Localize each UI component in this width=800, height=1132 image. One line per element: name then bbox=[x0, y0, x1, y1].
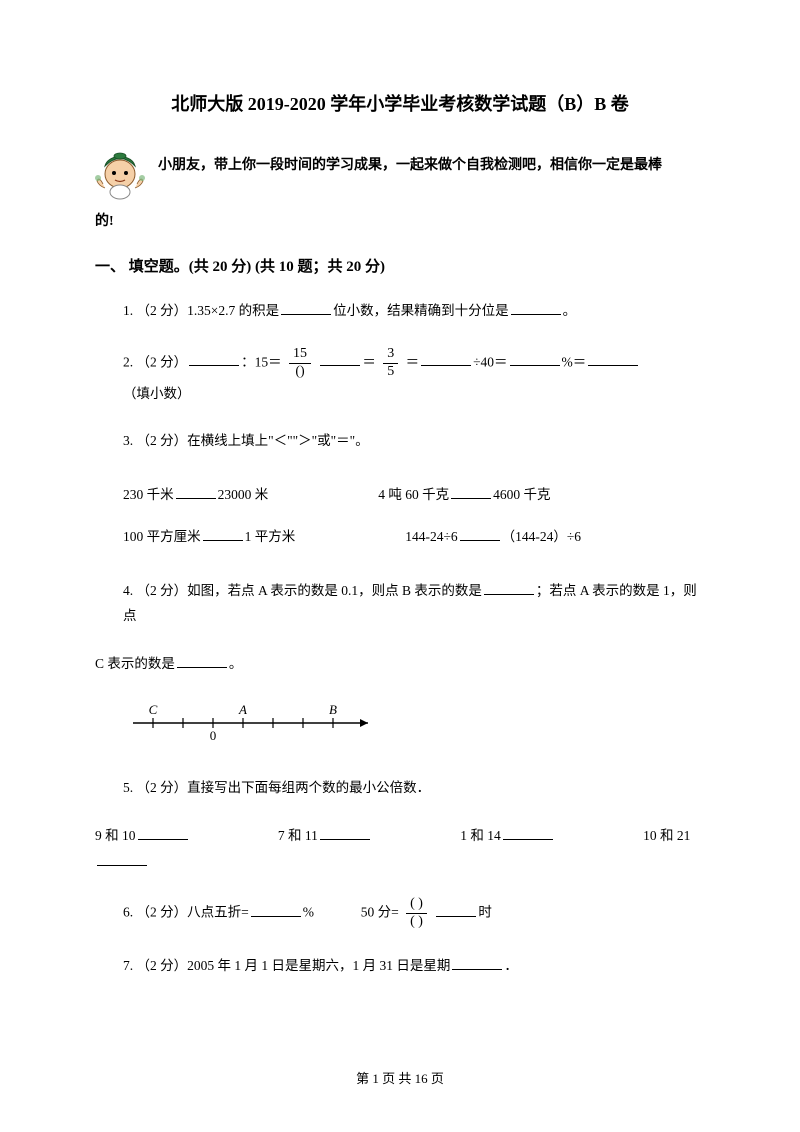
svg-text:B: B bbox=[329, 702, 337, 717]
q3-pair4: 144-24÷6（144-24）÷6 bbox=[405, 518, 581, 556]
question-5: 5. （2 分）直接写出下面每组两个数的最小公倍数． bbox=[95, 775, 705, 801]
q5-subquestions: 9 和 10 7 和 11 1 和 14 10 和 21 bbox=[95, 823, 705, 874]
question-7: 7. （2 分）2005 年 1 月 1 日是星期六，1 月 31 日是星期 ． bbox=[95, 953, 705, 979]
q2-p3: ＝ bbox=[406, 354, 420, 369]
q4-blank1[interactable] bbox=[484, 581, 534, 595]
q3-blank3[interactable] bbox=[203, 527, 243, 541]
question-4-line2: C 表示的数是 。 bbox=[95, 651, 705, 677]
q5-blank3[interactable] bbox=[503, 826, 553, 840]
q2-fraction2: 3 5 bbox=[383, 346, 398, 381]
q7-suffix: ． bbox=[504, 958, 518, 973]
q2-suffix: （填小数） bbox=[123, 386, 191, 401]
q2-prefix: 2. （2 分） bbox=[123, 354, 187, 369]
q2-p2: ＝ bbox=[362, 354, 376, 369]
q6-frac-num: ( ) bbox=[406, 896, 427, 914]
q6-frac-den: ( ) bbox=[406, 914, 427, 931]
q5-b: 7 和 11 bbox=[278, 828, 318, 843]
q5-c: 1 和 14 bbox=[460, 828, 501, 843]
q4-suffix: 。 bbox=[229, 656, 243, 671]
question-2: 2. （2 分） ：15＝ 15 () ＝ 3 5 ＝ ÷40＝ %＝ （填小数） bbox=[95, 346, 705, 406]
question-6: 6. （2 分）八点五折=% 50 分= ( ) ( ) 时 bbox=[95, 896, 705, 931]
page-footer: 第 1 页 共 16 页 bbox=[0, 1068, 800, 1087]
svg-text:C: C bbox=[149, 702, 158, 717]
q2-frac1-den: () bbox=[289, 364, 311, 381]
q2-p5: %＝ bbox=[562, 354, 587, 369]
q2-blank3[interactable] bbox=[421, 352, 471, 366]
q7-blank1[interactable] bbox=[452, 956, 502, 970]
q2-blank4[interactable] bbox=[510, 352, 560, 366]
q2-frac2-num: 3 bbox=[383, 346, 398, 364]
q2-blank2[interactable] bbox=[320, 352, 360, 366]
q3-blank1[interactable] bbox=[176, 485, 216, 499]
q2-p4: ÷40＝ bbox=[473, 354, 507, 369]
q2-p1: ：15＝ bbox=[241, 354, 282, 369]
q2-fraction1: 15 () bbox=[289, 346, 311, 381]
intro-section: 小朋友，带上你一段时间的学习成果，一起来做个自我检测吧，相信你一定是最棒 bbox=[95, 151, 705, 180]
question-1: 1. （2 分）1.35×2.7 的积是 位小数，结果精确到十分位是 。 bbox=[95, 298, 705, 324]
q3-pair3: 100 平方厘米1 平方米 bbox=[123, 518, 295, 556]
q6-fraction: ( ) ( ) bbox=[406, 896, 427, 931]
q1-mid: 位小数，结果精确到十分位是 bbox=[333, 303, 509, 318]
q4-prefix: 4. （2 分）如图，若点 A 表示的数是 0.1，则点 B 表示的数是 bbox=[123, 583, 482, 598]
q3-row1: 230 千米23000 米 4 吨 60 千克4600 千克 bbox=[123, 476, 705, 514]
svg-text:0: 0 bbox=[210, 728, 217, 743]
q5-d: 10 和 21 bbox=[643, 828, 690, 843]
q5-a: 9 和 10 bbox=[95, 828, 136, 843]
q2-frac2-den: 5 bbox=[383, 364, 398, 381]
q2-blank5[interactable] bbox=[588, 352, 638, 366]
q7-prefix: 7. （2 分）2005 年 1 月 1 日是星期六，1 月 31 日是星期 bbox=[123, 958, 450, 973]
q2-blank1[interactable] bbox=[189, 352, 239, 366]
q1-blank1[interactable] bbox=[281, 301, 331, 315]
q6-p2: 50 分= bbox=[361, 905, 399, 920]
q3-blank2[interactable] bbox=[451, 485, 491, 499]
q5-blank4[interactable] bbox=[97, 852, 147, 866]
q6-blank2[interactable] bbox=[436, 903, 476, 917]
q3-pair2: 4 吨 60 千克4600 千克 bbox=[378, 476, 550, 514]
q4-blank2[interactable] bbox=[177, 654, 227, 668]
q5-blank2[interactable] bbox=[320, 826, 370, 840]
q6-blank1[interactable] bbox=[251, 903, 301, 917]
q3-blank4[interactable] bbox=[460, 527, 500, 541]
q3-row2: 100 平方厘米1 平方米 144-24÷6（144-24）÷6 bbox=[123, 518, 705, 556]
question-3: 3. （2 分）在横线上填上"＜""＞"或"＝"。 bbox=[95, 428, 705, 454]
intro-text-line2: 的! bbox=[95, 210, 705, 230]
q6-p1: % bbox=[303, 905, 314, 920]
q1-prefix: 1. （2 分）1.35×2.7 的积是 bbox=[123, 303, 279, 318]
intro-text-line1: 小朋友，带上你一段时间的学习成果，一起来做个自我检测吧，相信你一定是最棒 bbox=[95, 151, 705, 180]
q2-frac1-num: 15 bbox=[289, 346, 311, 364]
q5-blank1[interactable] bbox=[138, 826, 188, 840]
question-4: 4. （2 分）如图，若点 A 表示的数是 0.1，则点 B 表示的数是；若点 … bbox=[95, 578, 705, 629]
q4-line2: C 表示的数是 bbox=[95, 656, 175, 671]
svg-text:A: A bbox=[238, 702, 247, 717]
mascot-icon bbox=[95, 146, 145, 201]
q1-suffix: 。 bbox=[563, 303, 577, 318]
q1-blank2[interactable] bbox=[511, 301, 561, 315]
q6-suffix: 时 bbox=[478, 905, 492, 920]
page-title: 北师大版 2019-2020 学年小学毕业考核数学试题（B）B 卷 bbox=[95, 90, 705, 116]
q3-subquestions: 230 千米23000 米 4 吨 60 千克4600 千克 100 平方厘米1… bbox=[95, 476, 705, 556]
number-line-figure: C 0 A B bbox=[123, 698, 705, 753]
section-header: 一、 填空题。(共 20 分) (共 10 题；共 20 分) bbox=[95, 255, 705, 276]
q6-prefix: 6. （2 分）八点五折= bbox=[123, 905, 249, 920]
q3-pair1: 230 千米23000 米 bbox=[123, 476, 268, 514]
